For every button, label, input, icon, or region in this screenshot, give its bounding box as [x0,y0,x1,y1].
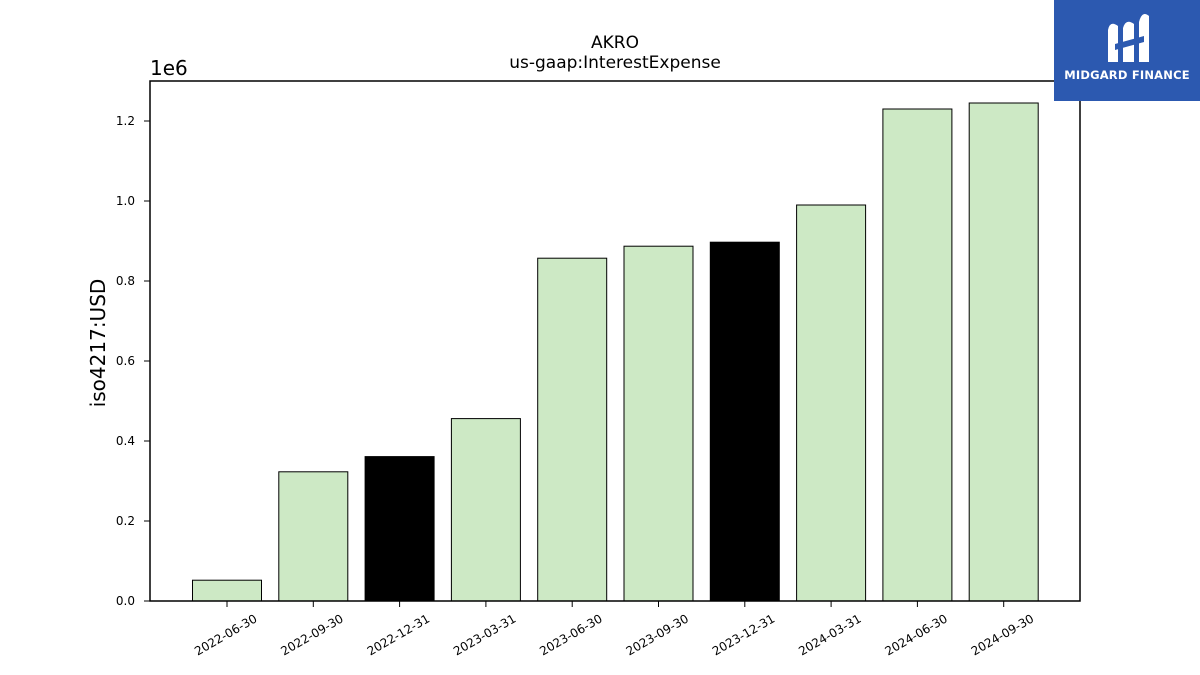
y-tick-label: 0.6 [116,354,135,368]
x-tick-label: 2024-06-30 [882,611,949,658]
x-tick-label: 2023-12-31 [710,611,777,658]
bar-2024-03-31 [796,204,867,602]
x-tick-label: 2023-03-31 [451,611,518,658]
bar-2023-06-30 [537,257,608,602]
bar-2023-09-30 [623,245,694,602]
bars-group [192,102,1039,602]
y-tick-label: 0.2 [116,514,135,528]
bar-2023-12-31 [709,241,780,602]
x-tick-label: 2024-09-30 [969,611,1036,658]
y-tick-label: 1.0 [116,194,135,208]
chart-title: AKRO [591,33,639,53]
x-tick-label: 2023-09-30 [624,611,691,658]
y-ticks-group: 0.0 0.2 0.4 0.6 0.8 1.0 1.2 [116,114,150,608]
x-tick-label: 2022-06-30 [192,611,259,658]
bar-2022-12-31 [364,456,435,602]
bar-2024-06-30 [882,108,953,602]
y-tick-label: 0.4 [116,434,135,448]
x-tick-label: 2024-03-31 [796,611,863,658]
chart-subtitle: us-gaap:InterestExpense [509,53,721,73]
x-tick-label: 2023-06-30 [537,611,604,658]
logo-wordmark: MIDGARD FINANCE [1064,68,1190,82]
plot-frame [149,80,1081,602]
midgard-finance-logo: MIDGARD FINANCE [1054,0,1200,101]
bar-2022-06-30 [192,579,262,602]
x-tick-label: 2022-09-30 [278,611,345,658]
y-tick-label: 0.0 [116,594,135,608]
y-tick-label: 1.2 [116,114,135,128]
bar-2024-09-30 [968,102,1039,602]
bar-2022-09-30 [278,471,349,602]
x-tick-label: 2022-12-31 [365,611,432,658]
y-tick-label: 0.8 [116,274,135,288]
y-axis-label: iso4217:USD [86,279,110,408]
y-scale-exponent: 1e6 [150,56,188,80]
midgard-logo-mark-icon [1108,14,1149,62]
x-ticks-group: 2022-06-30 2022-09-30 2022-12-31 2023-03-31… [192,601,1036,658]
bar-2023-03-31 [450,418,521,602]
